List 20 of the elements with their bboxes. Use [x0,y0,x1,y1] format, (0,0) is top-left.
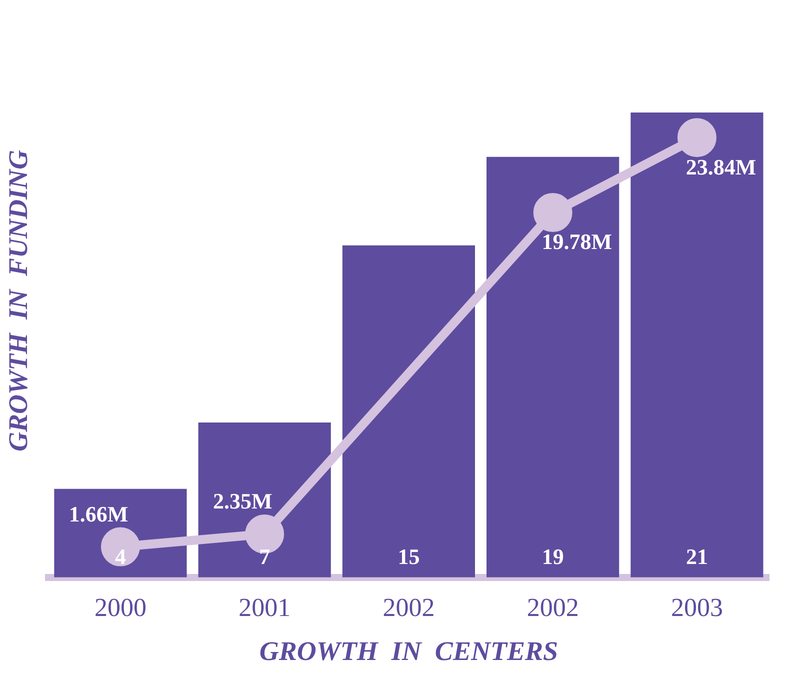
data-label: 1.66M [68,501,128,526]
point [677,118,716,158]
x-tick-label: 2002 [382,592,435,622]
data-label: 21 [686,544,708,570]
data-label: 4 [114,544,126,570]
point [533,193,572,232]
bar [342,245,475,578]
bar [630,112,764,578]
data-label: 15 [398,544,420,570]
data-label: 19.78M [542,229,612,254]
data-label: 2.35M [212,488,272,514]
x-tick-label: 2001 [238,592,291,622]
y-axis-title: GROWTH IN FUNDING [3,149,34,452]
bar [486,156,620,578]
data-label: 23.84M [686,154,756,180]
x-tick-label: 2003 [670,592,723,622]
x-tick-label: 2002 [526,592,579,622]
data-label: 19 [542,544,564,570]
x-axis-title: GROWTH IN CENTERS [259,636,558,666]
x-tick-label: 2000 [94,592,146,622]
